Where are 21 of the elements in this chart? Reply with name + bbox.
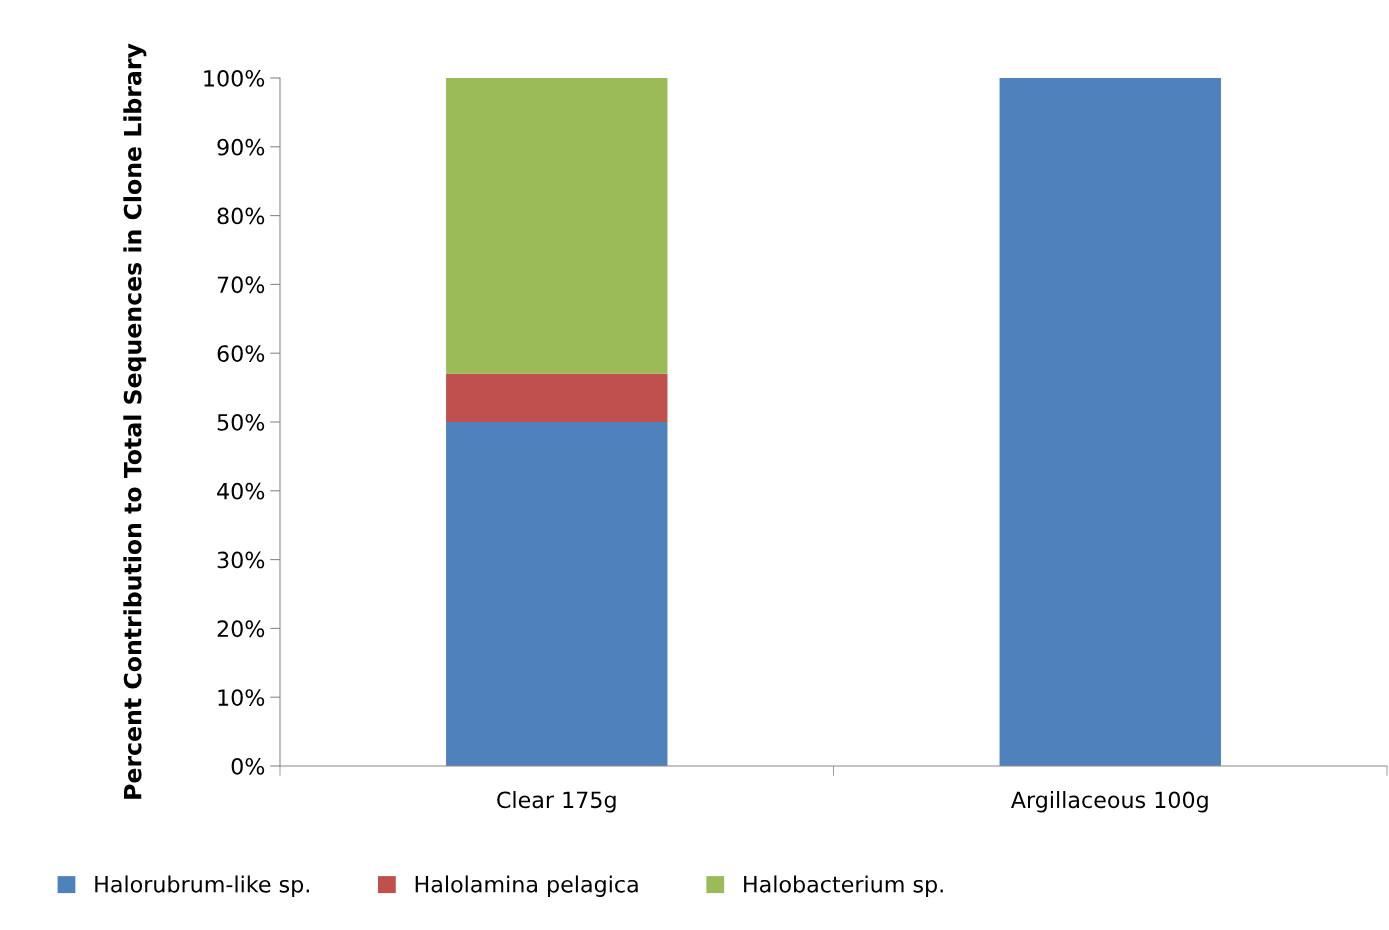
bar [446, 422, 668, 766]
x-tick-label: Argillaceous 100g [1010, 791, 1208, 813]
bar [999, 78, 1221, 766]
x-tick-label: Clear 175g [497, 791, 616, 813]
legend-label: Halobacterium sp. [744, 875, 943, 897]
bar [446, 78, 668, 374]
y-tick-label: 0% [231, 757, 265, 775]
y-tick-label: 80% [217, 207, 265, 225]
y-tick-label: 60% [217, 345, 265, 362]
y-tick-label: 90% [217, 138, 265, 156]
y-tick-label: 50% [217, 413, 265, 431]
legend-label: Halolamina pelagica [415, 875, 638, 897]
y-axis-title: Percent Contribution to Total Sequences in Clone Library [123, 43, 147, 799]
legend-label: Halorubrum-like sp. [95, 875, 309, 897]
y-tick-label: 70% [217, 276, 265, 294]
y-tick-label: 100% [204, 69, 265, 87]
bar [446, 373, 668, 422]
y-tick-label: 30% [217, 551, 265, 569]
y-tick-label: 40% [217, 482, 265, 500]
y-tick-label: 20% [217, 620, 265, 638]
y-tick-label: 10% [218, 689, 265, 706]
